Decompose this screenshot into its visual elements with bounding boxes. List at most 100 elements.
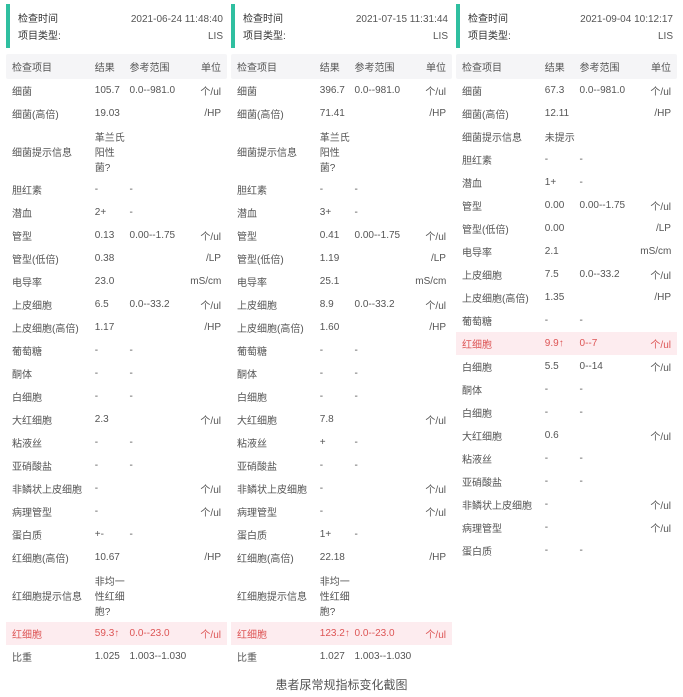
table-row: 酮体-- [231, 362, 452, 385]
table-row: 病理管型-个/ul [231, 500, 452, 523]
cell-item: 粘液丝 [233, 435, 320, 450]
header-type-value: LIS [658, 31, 673, 42]
cell-unit: 个/ul [640, 336, 675, 351]
cell-range: - [355, 460, 416, 471]
cell-result: - [320, 483, 355, 494]
cell-result: - [95, 483, 130, 494]
cell-result: - [95, 184, 130, 195]
cell-range: - [580, 545, 641, 556]
cell-item: 葡萄糖 [233, 343, 320, 358]
cell-result: - [545, 315, 580, 326]
table-row: 红细胞(高倍)10.67/HP [6, 546, 227, 569]
table-row: 上皮细胞(高倍)1.60/HP [231, 316, 452, 339]
cell-unit: /HP [415, 552, 450, 563]
cell-item: 细菌(高倍) [233, 106, 320, 121]
cell-item: 潜血 [8, 205, 95, 220]
table-row: 细菌105.70.0--981.0个/ul [6, 79, 227, 102]
cell-item: 电导率 [8, 274, 95, 289]
cell-item: 管型 [233, 228, 320, 243]
cell-unit: /HP [640, 292, 675, 303]
table-row: 电导率23.0mS/cm [6, 270, 227, 293]
cell-result: 67.3 [545, 85, 580, 96]
cell-result: 23.0 [95, 276, 130, 287]
cell-range: 0--14 [580, 361, 641, 372]
cell-range: 0.0--981.0 [130, 85, 191, 96]
cell-range: - [130, 345, 191, 356]
table-row: 大红细胞2.3个/ul [6, 408, 227, 431]
cell-unit: /LP [415, 253, 450, 264]
cell-item: 细菌(高倍) [458, 106, 545, 121]
cell-item: 非鳞状上皮细胞 [233, 481, 320, 496]
col-range: 参考范围 [130, 59, 191, 74]
panels-container: 检查时间2021-06-24 11:48:40项目类型:LIS检查项目结果参考范… [0, 0, 683, 668]
cell-result: 革兰氏阳性菌? [320, 129, 355, 174]
table-row: 电导率25.1mS/cm [231, 270, 452, 293]
cell-result: - [95, 368, 130, 379]
cell-item: 上皮细胞 [8, 297, 95, 312]
cell-range: 0.0--981.0 [355, 85, 416, 96]
cell-unit: /LP [190, 253, 225, 264]
header-type-label: 项目类型: [18, 27, 61, 42]
table-row: 蛋白质+-- [6, 523, 227, 546]
cell-item: 上皮细胞(高倍) [458, 290, 545, 305]
cell-result: - [320, 391, 355, 402]
table-row: 酮体-- [456, 378, 677, 401]
table-row: 粘液丝-- [456, 447, 677, 470]
table-row: 比重1.0251.003--1.030 [6, 645, 227, 668]
table-row: 红细胞123.2↑0.0--23.0个/ul [231, 622, 452, 645]
cell-range: 0--7 [580, 338, 641, 349]
col-result: 结果 [320, 59, 355, 74]
cell-unit: 个/ul [640, 83, 675, 98]
cell-item: 比重 [233, 649, 320, 664]
cell-item: 蛋白质 [458, 543, 545, 558]
cell-result: - [95, 460, 130, 471]
table-row: 亚硝酸盐-- [6, 454, 227, 477]
table-row: 葡萄糖-- [231, 339, 452, 362]
cell-item: 管型 [458, 198, 545, 213]
table-header: 检查项目结果参考范围单位 [231, 54, 452, 79]
cell-result: 123.2↑ [320, 628, 355, 639]
table-row: 管型0.000.00--1.75个/ul [456, 194, 677, 217]
cell-result: + [320, 437, 355, 448]
cell-result: 22.18 [320, 552, 355, 563]
table-row: 粘液丝-- [6, 431, 227, 454]
cell-unit: 个/ul [415, 297, 450, 312]
cell-range: - [130, 368, 191, 379]
cell-range: - [355, 207, 416, 218]
table-row: 酮体-- [6, 362, 227, 385]
header-time-label: 检查时间 [18, 10, 58, 25]
cell-result: 1+ [545, 177, 580, 188]
cell-range: - [130, 437, 191, 448]
cell-range: - [580, 476, 641, 487]
cell-result: 2.3 [95, 414, 130, 425]
cell-result: - [320, 345, 355, 356]
cell-range: 1.003--1.030 [355, 651, 416, 662]
cell-item: 上皮细胞 [458, 267, 545, 282]
cell-result: 8.9 [320, 299, 355, 310]
cell-range: 0.0--23.0 [355, 628, 416, 639]
table-row: 粘液丝+- [231, 431, 452, 454]
cell-item: 亚硝酸盐 [458, 474, 545, 489]
cell-range: - [130, 460, 191, 471]
cell-item: 病理管型 [233, 504, 320, 519]
table-row: 管型0.410.00--1.75个/ul [231, 224, 452, 247]
cell-unit: 个/ul [415, 228, 450, 243]
cell-unit: /HP [415, 322, 450, 333]
cell-unit: 个/ul [415, 83, 450, 98]
cell-unit: /HP [190, 322, 225, 333]
cell-item: 酮体 [458, 382, 545, 397]
cell-unit: 个/ul [190, 626, 225, 641]
table-row: 白细胞-- [6, 385, 227, 408]
cell-result: - [545, 499, 580, 510]
cell-unit: 个/ul [190, 83, 225, 98]
table-row: 管型0.130.00--1.75个/ul [6, 224, 227, 247]
table-rows: 细菌105.70.0--981.0个/ul细菌(高倍)19.03/HP细菌提示信… [6, 79, 227, 668]
cell-result: - [545, 407, 580, 418]
cell-result: 1.35 [545, 292, 580, 303]
cell-result: 6.5 [95, 299, 130, 310]
col-item: 检查项目 [8, 59, 95, 74]
table-row: 细菌提示信息未提示 [456, 125, 677, 148]
cell-result: - [545, 476, 580, 487]
table-row: 非鳞状上皮细胞-个/ul [231, 477, 452, 500]
cell-item: 非鳞状上皮细胞 [8, 481, 95, 496]
